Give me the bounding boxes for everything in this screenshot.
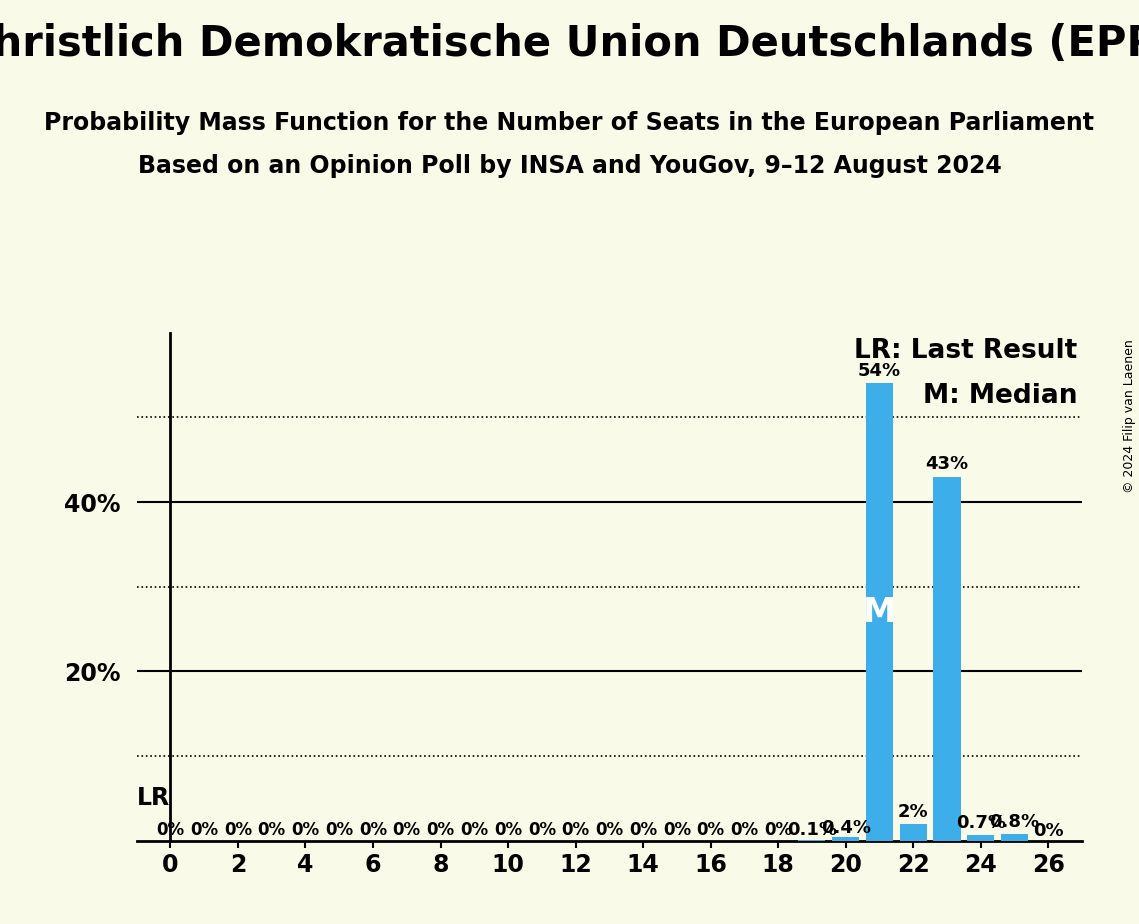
Text: 0%: 0% xyxy=(527,821,556,839)
Text: © 2024 Filip van Laenen: © 2024 Filip van Laenen xyxy=(1123,339,1137,492)
Text: 0%: 0% xyxy=(562,821,590,839)
Text: M: M xyxy=(863,596,896,628)
Text: 0.8%: 0.8% xyxy=(990,813,1040,831)
Text: 0%: 0% xyxy=(697,821,724,839)
Bar xyxy=(967,835,994,841)
Text: 0%: 0% xyxy=(156,821,185,839)
Bar xyxy=(934,477,960,841)
Text: 0%: 0% xyxy=(292,821,320,839)
Bar xyxy=(900,824,927,841)
Bar xyxy=(866,383,893,841)
Text: Based on an Opinion Poll by INSA and YouGov, 9–12 August 2024: Based on an Opinion Poll by INSA and You… xyxy=(138,154,1001,178)
Text: 0%: 0% xyxy=(629,821,657,839)
Text: 0%: 0% xyxy=(494,821,522,839)
Text: Christlich Demokratische Union Deutschlands (EPP): Christlich Demokratische Union Deutschla… xyxy=(0,23,1139,65)
Text: 0%: 0% xyxy=(1033,822,1064,840)
Text: 0%: 0% xyxy=(393,821,420,839)
Text: 0%: 0% xyxy=(764,821,793,839)
Text: 43%: 43% xyxy=(925,456,968,473)
Text: 0.4%: 0.4% xyxy=(821,819,870,836)
Text: 0%: 0% xyxy=(359,821,387,839)
Bar xyxy=(833,837,859,841)
Text: LR: Last Result: LR: Last Result xyxy=(854,337,1077,364)
Text: 0%: 0% xyxy=(190,821,219,839)
Text: 0%: 0% xyxy=(596,821,623,839)
Text: 0%: 0% xyxy=(460,821,489,839)
Text: LR: LR xyxy=(137,785,170,809)
Text: 0.1%: 0.1% xyxy=(787,821,837,839)
Text: 0%: 0% xyxy=(426,821,454,839)
Text: 0%: 0% xyxy=(326,821,353,839)
Text: 0%: 0% xyxy=(224,821,252,839)
Text: 0.7%: 0.7% xyxy=(956,813,1006,832)
Text: Probability Mass Function for the Number of Seats in the European Parliament: Probability Mass Function for the Number… xyxy=(44,111,1095,135)
Text: 2%: 2% xyxy=(898,803,928,821)
Text: M: Median: M: Median xyxy=(923,383,1077,409)
Bar xyxy=(1001,834,1029,841)
Text: 0%: 0% xyxy=(257,821,286,839)
Text: 54%: 54% xyxy=(858,362,901,380)
Text: 0%: 0% xyxy=(730,821,759,839)
Text: 0%: 0% xyxy=(663,821,691,839)
